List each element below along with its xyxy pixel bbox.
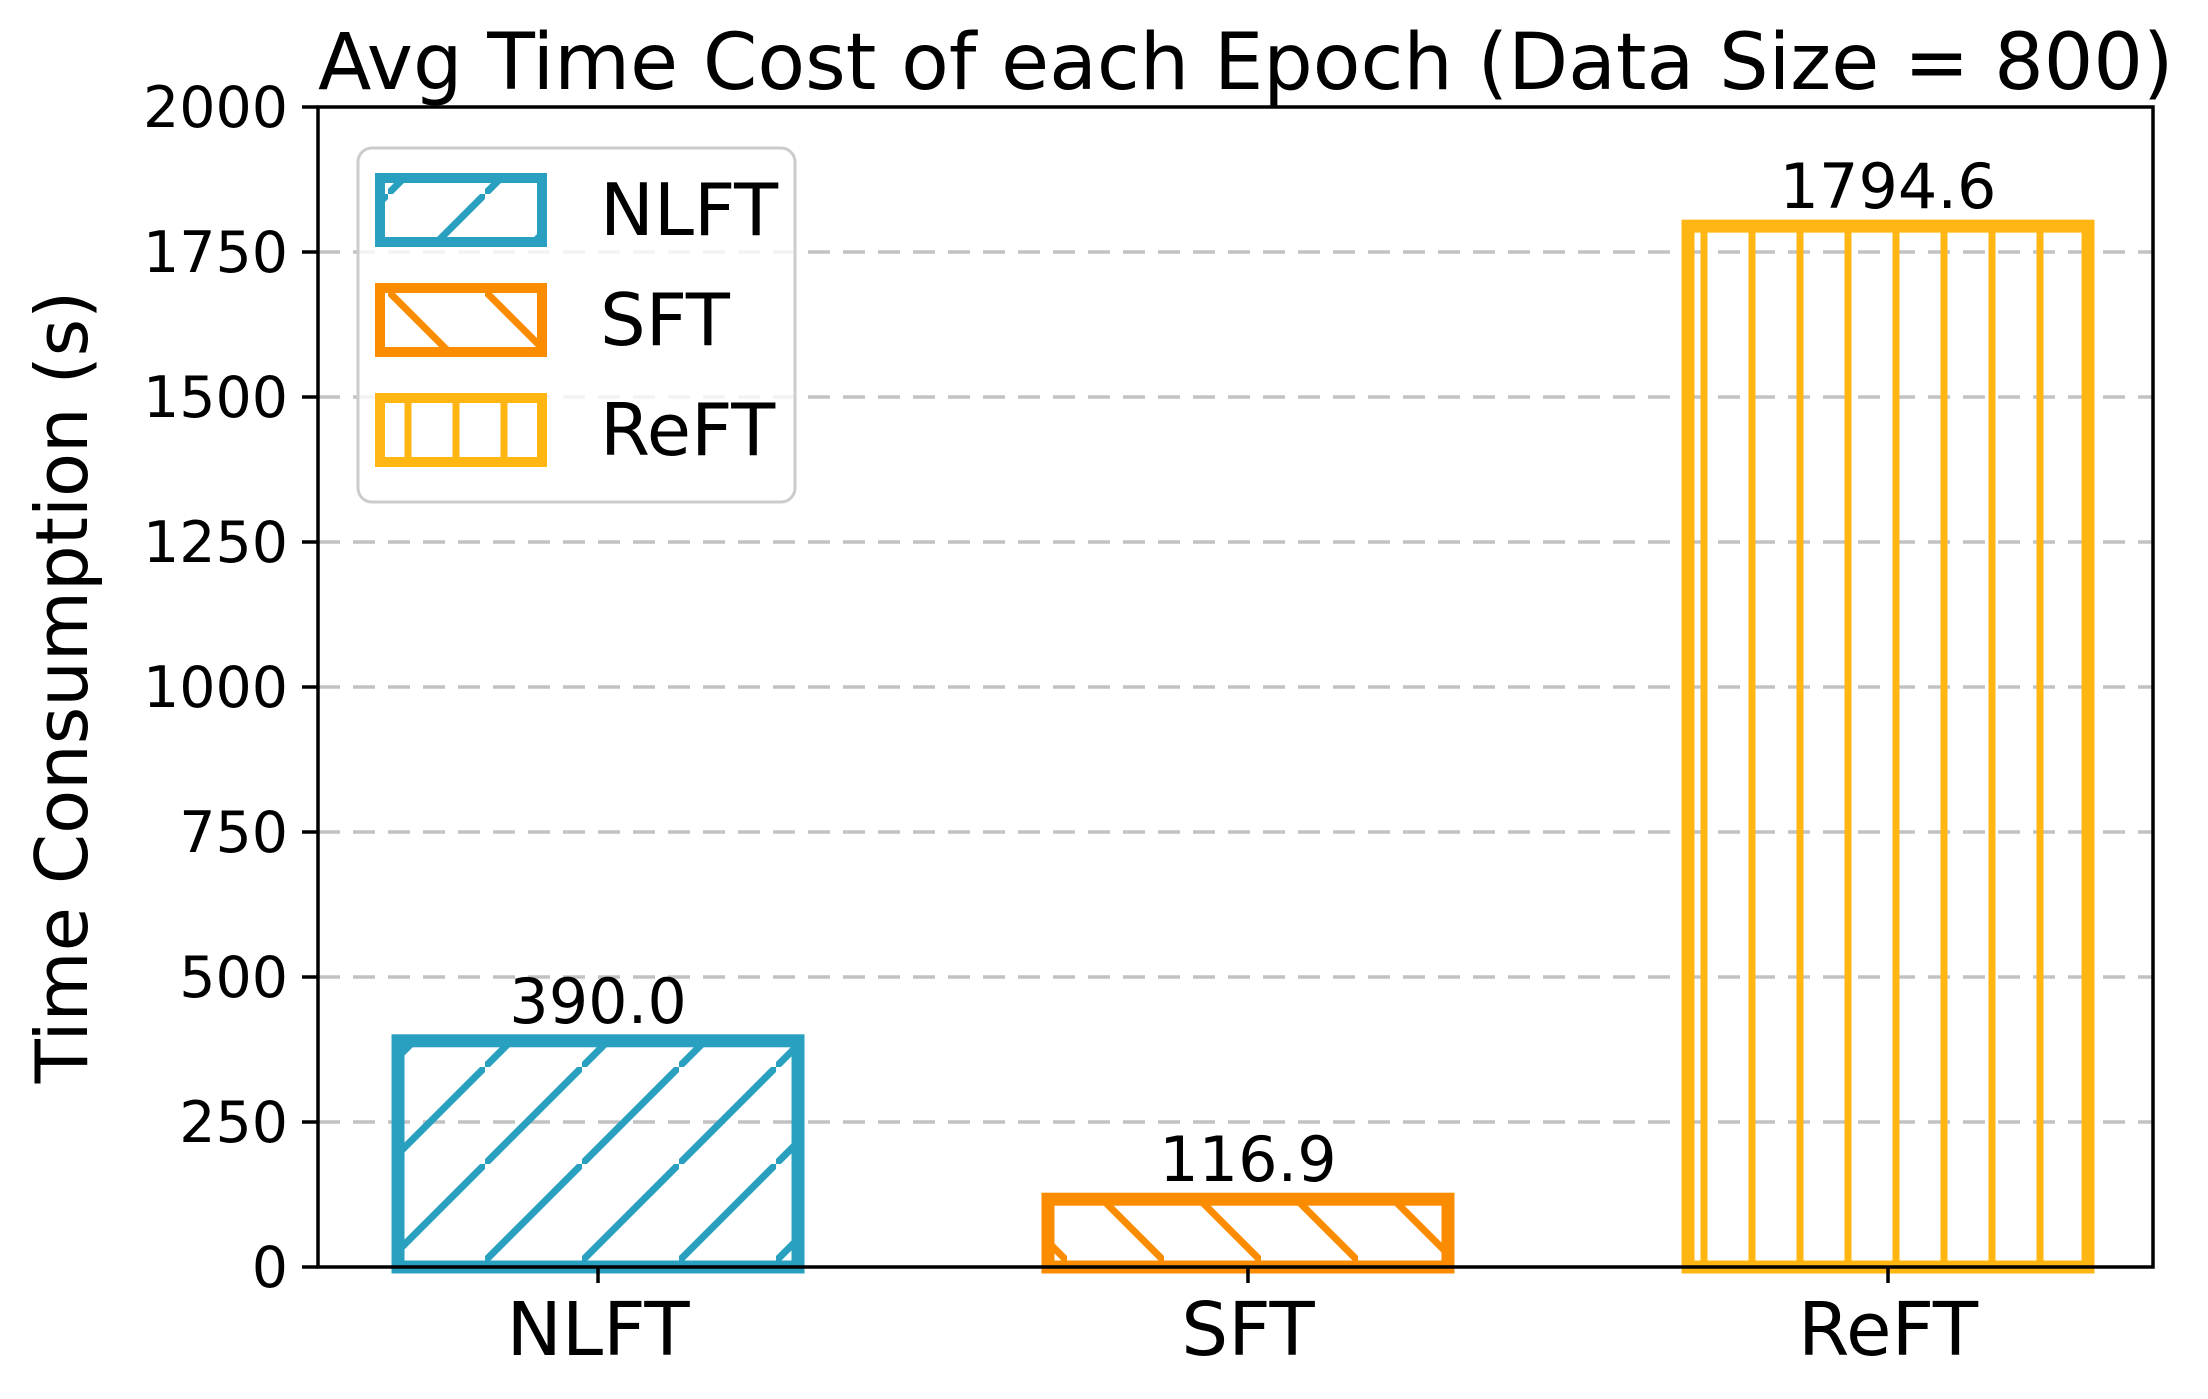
legend-swatch-sft [375, 283, 547, 357]
y-tick-label-1250: 1250 [143, 510, 288, 576]
chart-title: Avg Time Cost of each Epoch (Data Size =… [318, 18, 2174, 108]
y-tick-label-1750: 1750 [143, 220, 288, 286]
y-axis-title: Time Consumption (s) [20, 290, 104, 1084]
bar-sft [1041, 1192, 1455, 1274]
y-tick-label-1500: 1500 [143, 365, 288, 431]
y-tick-label-500: 500 [179, 945, 288, 1011]
y-tick-label-0: 0 [252, 1235, 288, 1301]
legend-swatch-reft [375, 393, 547, 467]
y-tick-label-2000: 2000 [143, 75, 288, 141]
legend-label-sft: SFT [600, 278, 731, 362]
x-tick-label-reft: ReFT [1798, 1287, 1979, 1373]
legend-label-reft: ReFT [600, 388, 776, 472]
bar-value-label-sft: 116.9 [1159, 1123, 1337, 1196]
legend-label-nlft: NLFT [600, 168, 779, 252]
y-tick-label-250: 250 [179, 1090, 288, 1156]
bar-value-label-nlft: 390.0 [509, 965, 687, 1038]
bar-reft [1681, 219, 2095, 1274]
bar-value-label-reft: 1794.6 [1780, 150, 1997, 223]
x-tick-label-nlft: NLFT [506, 1287, 690, 1373]
y-tick-label-1000: 1000 [143, 655, 288, 721]
y-tick-label-750: 750 [179, 800, 288, 866]
bar-nlft [391, 1034, 805, 1274]
legend-swatch-nlft [375, 173, 547, 247]
x-tick-label-sft: SFT [1181, 1287, 1315, 1373]
